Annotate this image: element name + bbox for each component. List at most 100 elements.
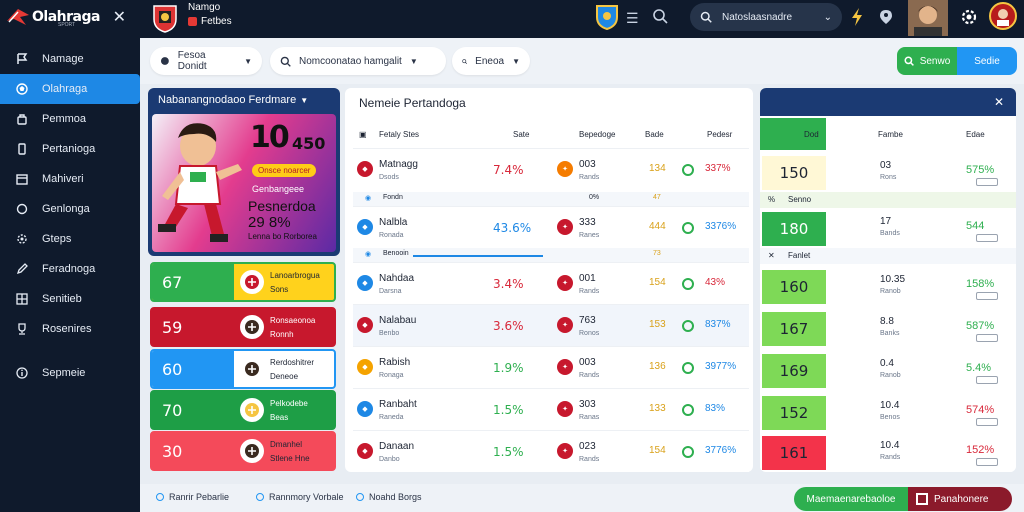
team-crest-icon[interactable] [988,0,1018,32]
odds-value: 133 [649,403,666,414]
toggle-option-a[interactable]: Senwo [897,47,957,75]
chevron-down-icon[interactable]: ▼ [300,95,309,105]
status-ring-icon [682,278,694,290]
quick-card-title: Pelkodebe [270,399,308,408]
search-icon[interactable] [652,8,668,24]
table-row[interactable]: ◆ Nalabau Benbo 3.6% ✦ 763 Ronos 153 837% [353,304,749,346]
quick-card[interactable]: 70 Pelkodebe Beas [150,390,336,430]
filter-pill-category[interactable]: Fesoa Donidt ▼ [150,47,262,75]
sidebar-item-label: Mahiveri [42,173,84,185]
table-row[interactable]: ◆ Danaan Danbo 1.5% ✦ 023 Rands 154 3776% [353,430,749,472]
sidebar-item-9[interactable]: Rosenires [0,314,140,344]
col-team[interactable]: Fetaly Stes [379,130,420,139]
quick-card[interactable]: 59 Ronsaeonoa Ronnh [150,307,336,347]
search-icon [700,11,712,23]
score-percent: 575% [966,164,995,176]
sidebar-item-label: Gteps [42,233,72,245]
match-score: 001 [579,273,596,284]
score-value: 03 [880,160,892,171]
col-c[interactable]: Bade [645,130,664,139]
score-number: 180 [762,212,826,246]
promo-tag[interactable]: Onsce noarcer [252,164,317,177]
info-icon: ◉ [365,195,372,202]
bottom-chip-1[interactable]: Ranrir Pebarlie [156,492,229,502]
sidebar-item-4[interactable]: Mahiveri [0,164,140,194]
odds-value: 154 [649,277,666,288]
brand-logo-icon [7,9,29,25]
secondary-action-button[interactable]: Panahonere [908,487,1012,511]
scores-row[interactable]: 150 03 Rons 575% [760,152,1016,192]
user-avatar[interactable] [908,0,948,36]
table-row[interactable]: ◆ Rabish Ronaga 1.9% ✦ 003 Rands 136 3977% [353,346,749,388]
scores-row[interactable]: 167 8.8 Banks 587% [760,308,1016,348]
sidebar-item-label: Genlonga [42,203,90,215]
scores-row[interactable]: 161 10.4 Rands 152% [760,432,1016,472]
calendar-icon [16,173,28,185]
exchange-value: 3977% [705,361,737,372]
team-logo-icon: ◆ [357,401,373,417]
scores-col-b[interactable]: Fambe [878,130,903,139]
bottom-bar: Ranrir Pebarlie Rannmory Vorbale Noahd B… [140,484,1024,512]
odds-value: 154 [649,445,666,456]
scores-col-c[interactable]: Edae [966,130,985,139]
scores-row[interactable]: 152 10.4 Benos 574% [760,392,1016,432]
scores-row[interactable]: 169 0.4 Ranob 5.4% [760,350,1016,390]
team-name: Nahdaa [379,273,415,284]
table-row[interactable]: ◆ Nalbla Ronada 43.6% ✦ 333 Ranes 444 3376% [353,206,749,250]
club-crest-icon[interactable] [152,3,178,33]
quick-card-info: Lanoarbrogua Sons [234,264,334,300]
shield-badge-icon[interactable] [596,4,618,30]
bolt-icon[interactable] [850,8,864,26]
sidebar-item-3[interactable]: Pertanioga [0,134,140,164]
quick-card[interactable]: 67 Lanoarbrogua Sons [150,262,336,302]
chevron-down-icon[interactable]: ⌄ [823,11,832,23]
close-icon[interactable]: ✕ [112,9,126,26]
chip-dot-icon [156,493,164,501]
sidebar-item-6[interactable]: Gteps [0,224,140,254]
search-input[interactable]: Natoslaasnadre ⌄ [690,3,842,31]
player-illustration [158,123,242,242]
filter-pill-sort[interactable]: Eneoa ▼ [452,47,530,75]
phone-icon [16,143,28,155]
opponent-logo-icon: ✦ [557,219,573,235]
sidebar-item-1[interactable]: Olahraga [0,74,140,104]
col-b[interactable]: Bepedoge [579,130,616,139]
promo-card[interactable]: 10 450 Onsce noarcer Genbangeee Pesnerdo… [152,114,336,252]
sidebar-item-5[interactable]: Genlonga [0,194,140,224]
chip-dot-icon [256,493,264,501]
status-ring-icon [682,404,694,416]
table-row[interactable]: ◆ Matnagg Dsods 7.4% ✦ 003 Rands 134 337% [353,148,749,192]
col-a[interactable]: Sate [513,130,530,139]
sidebar-item-0[interactable]: Namage [0,44,140,74]
brand[interactable]: Olahraga ✕ [6,6,134,28]
primary-action-button[interactable]: Maemaenarebaoloe [794,487,908,511]
col-d[interactable]: Pedesr [707,130,733,139]
sidebar-nav: Namage Olahraga Pemmoa Pertanioga Mahiveri Ge… [0,44,140,388]
quick-card[interactable]: 60 Rerdoshitrer Deneoe [150,349,336,389]
scores-row[interactable]: 160 10.35 Ranob 158% [760,266,1016,306]
sidebar-item-10[interactable]: Sepmeie [0,358,140,388]
close-icon[interactable]: ✕ [993,95,1004,109]
quick-card[interactable]: 30 Dmanhel Stlene Hne [150,431,336,471]
sidebar-item-7[interactable]: Feradnoga [0,254,140,284]
mini-bar-icon [976,458,998,466]
scores-col-a[interactable]: Dod [804,130,819,139]
team-sub: Raneda [379,414,404,421]
table-row[interactable]: ◆ Ranbaht Raneda 1.5% ✦ 303 Ranas 133 83% [353,388,749,430]
info-icon [16,367,28,379]
bottom-chip-3[interactable]: Noahd Borgs [356,492,422,502]
bottom-chip-2[interactable]: Rannmory Vorbale [256,492,344,502]
toggle-option-b[interactable]: Sedie [957,47,1017,75]
score-number: 169 [762,354,826,388]
location-pin-icon[interactable] [880,10,892,24]
chevron-down-icon: ▼ [512,56,520,66]
scores-row[interactable]: 180 17 Bands 544 [760,208,1016,248]
menu-icon[interactable]: ☰ [626,10,639,26]
table-row[interactable]: ◆ Nahdaa Darsna 3.4% ✦ 001 Rands 154 43% [353,262,749,304]
settings-gear-icon[interactable] [960,8,978,26]
filter-pill-search[interactable]: Nomcoonatao hamgalit ▼ [270,47,446,75]
sidebar-item-label: Senitieb [42,293,82,305]
sidebar-item-8[interactable]: Senitieb [0,284,140,314]
square-icon [916,493,928,505]
sidebar-item-2[interactable]: Pemmoa [0,104,140,134]
